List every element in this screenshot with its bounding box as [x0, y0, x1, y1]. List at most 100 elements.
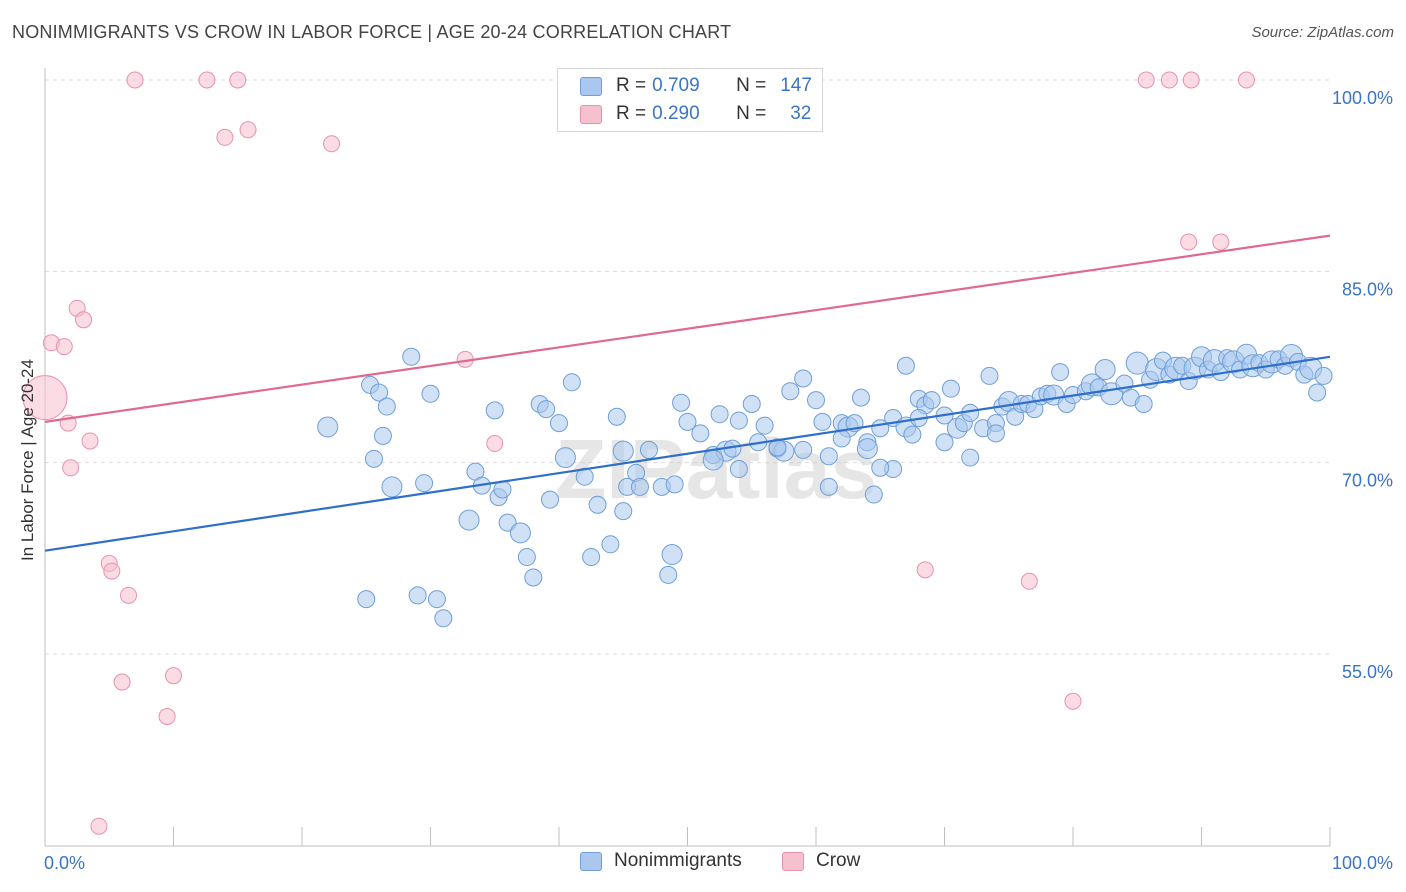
nonimmigrants-point	[517, 548, 536, 567]
crow-point	[1182, 71, 1200, 89]
nonimmigrants-point	[851, 388, 870, 407]
nonimmigrants-point	[941, 379, 960, 398]
crow-point	[55, 338, 73, 356]
nonimmigrants-point	[742, 394, 761, 413]
nonimmigrants-point	[678, 412, 697, 431]
nonimmigrants-point	[922, 391, 941, 410]
crow-point	[486, 435, 504, 453]
crow-point	[1237, 71, 1255, 89]
nonimmigrants-point	[434, 609, 453, 628]
nonimmigrants-point	[357, 590, 376, 609]
legend-n-value: 147	[780, 75, 812, 96]
legend-swatch-blue	[580, 851, 602, 871]
crow-point	[158, 708, 176, 726]
axes	[44, 68, 1331, 847]
x-tick-label: 100.0%	[1332, 853, 1393, 873]
chart-title: NONIMMIGRANTS VS CROW IN LABOR FORCE | A…	[12, 22, 732, 42]
crow-point	[126, 71, 144, 89]
y-tick-label: 100.0%	[1332, 88, 1393, 108]
y-tick-label: 55.0%	[1342, 662, 1393, 682]
nonimmigrants-trend-line	[44, 355, 1331, 552]
legend-label-nonimmigrants: Nonimmigrants	[614, 850, 742, 871]
nonimmigrants-point	[630, 477, 649, 496]
legend-swatch-blue	[580, 76, 602, 96]
nonimmigrants-point	[819, 477, 838, 496]
legend-n-label: N =	[736, 75, 767, 96]
crow-point	[229, 71, 247, 89]
crow-point	[62, 459, 80, 477]
nonimmigrants-point	[370, 383, 389, 402]
nonimmigrants-point	[1094, 359, 1116, 381]
nonimmigrants-point	[856, 438, 878, 460]
nonimmigrants-point	[1134, 394, 1153, 413]
nonimmigrants-point	[691, 424, 710, 443]
nonimmigrants-point	[402, 347, 421, 366]
nonimmigrants-point	[612, 440, 634, 462]
crow-point	[1137, 71, 1155, 89]
nonimmigrants-point	[661, 544, 683, 566]
crow-point	[1020, 572, 1038, 590]
nonimmigrants-point	[509, 522, 531, 544]
legend-r-value: 0.709	[652, 75, 700, 96]
crow-point	[113, 673, 131, 691]
nonimmigrants-point	[541, 490, 560, 509]
nonimmigrants-point	[1314, 366, 1333, 385]
legend-r-value: 0.290	[652, 103, 700, 124]
y-tick-label: 85.0%	[1342, 279, 1393, 299]
nonimmigrants-point	[408, 586, 427, 605]
nonimmigrants-point	[813, 412, 832, 431]
nonimmigrants-point	[524, 568, 543, 587]
legend-swatch-pink	[580, 104, 602, 124]
nonimmigrants-point	[427, 590, 446, 609]
legend-r-label: R =	[616, 75, 647, 96]
nonimmigrants-point	[794, 369, 813, 388]
nonimmigrants-point	[639, 440, 658, 459]
nonimmigrants-point	[421, 384, 440, 403]
nonimmigrants-point	[458, 509, 480, 531]
legend-row-crow: R = 0.290 N = 32	[580, 101, 811, 127]
nonimmigrants-point	[864, 485, 883, 504]
nonimmigrants-point	[986, 424, 1005, 443]
nonimmigrants-point	[537, 400, 556, 419]
legend-item-crow[interactable]: Crow	[782, 850, 860, 872]
nonimmigrants-point	[710, 405, 729, 424]
crow-point	[22, 375, 68, 421]
nonimmigrants-point	[373, 426, 392, 445]
nonimmigrants-point	[794, 440, 813, 459]
nonimmigrants-point	[364, 449, 383, 468]
y-axis-label: In Labor Force | Age 20-24	[18, 359, 37, 561]
nonimmigrants-points	[317, 343, 1333, 628]
crow-point	[198, 71, 216, 89]
nonimmigrants-point	[377, 397, 396, 416]
nonimmigrants-point	[550, 414, 568, 433]
nonimmigrants-point	[729, 460, 748, 479]
crow-point	[103, 562, 121, 580]
nonimmigrants-point	[607, 407, 626, 426]
nonimmigrants-point	[961, 448, 980, 467]
legend-row-nonimmigrants: R = 0.709 N = 147	[580, 73, 812, 99]
crow-point	[90, 817, 108, 835]
nonimmigrants-point	[781, 382, 800, 401]
crow-points	[22, 71, 1255, 835]
nonimmigrants-point	[729, 411, 748, 430]
stats-legend: R = 0.709 N = 147 R = 0.290 N = 32	[557, 68, 823, 132]
tick-labels: 55.0% 70.0% 85.0% 100.0% 0.0% 100.0%	[44, 88, 1393, 873]
nonimmigrants-point	[659, 565, 678, 584]
source-label: Source: ZipAtlas.com	[1251, 24, 1394, 41]
crow-point	[916, 561, 934, 579]
crow-point	[1212, 233, 1230, 251]
nonimmigrants-point	[415, 474, 434, 493]
nonimmigrants-point	[381, 476, 403, 498]
crow-point	[216, 128, 234, 146]
nonimmigrants-point	[1051, 363, 1070, 382]
legend-item-nonimmigrants[interactable]: Nonimmigrants	[580, 850, 742, 872]
nonimmigrants-point	[601, 535, 620, 554]
nonimmigrants-point	[485, 401, 504, 420]
nonimmigrants-point	[1308, 383, 1327, 402]
nonimmigrants-point	[980, 366, 999, 385]
crow-point	[323, 135, 341, 153]
crow-point	[1180, 233, 1198, 251]
crow-point	[1064, 692, 1082, 710]
nonimmigrants-point	[935, 433, 954, 452]
